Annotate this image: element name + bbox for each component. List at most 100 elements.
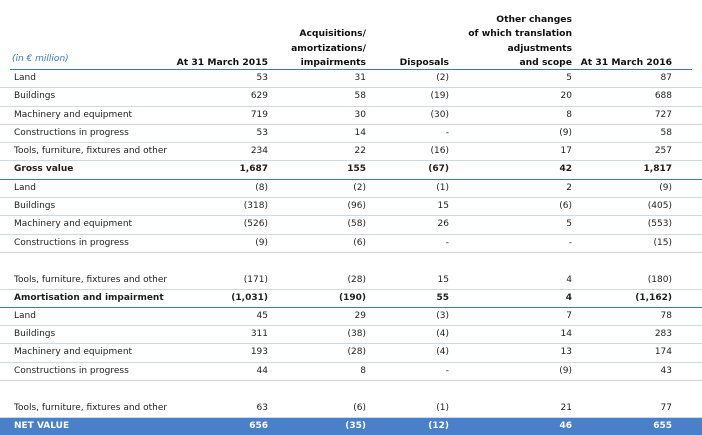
cell-value: 43: [572, 362, 672, 382]
row-label: Machinery and equipment: [0, 215, 168, 235]
cell-value: 4: [449, 252, 572, 290]
header-line: At 31 March 2016: [580, 56, 672, 68]
row-label: Land: [0, 307, 168, 327]
cell-value: 77: [572, 380, 672, 418]
cell-value: 311: [168, 325, 268, 345]
cell-value: 629: [168, 87, 268, 107]
cell-value: 44: [168, 362, 268, 382]
row-padding: [672, 70, 702, 89]
cell-value: (1,162): [572, 288, 672, 308]
cell-value: (1): [366, 380, 449, 418]
table-row: Tools, furniture, fixtures and other (171…: [0, 252, 702, 290]
cell-value: (38): [268, 325, 366, 345]
row-label: Tools, furniture, fixtures and other: [0, 252, 168, 290]
cell-value: (553): [572, 215, 672, 235]
row-label: Land: [0, 179, 168, 199]
cell-value: 257: [572, 142, 672, 162]
cell-value: 17: [449, 142, 572, 162]
cell-value: (9): [449, 124, 572, 144]
cell-value: 53: [168, 124, 268, 144]
cell-value: 22: [268, 142, 366, 162]
table-row: Machinery and equipment 193 (28) (4) 13 174: [0, 343, 702, 363]
cell-value: 719: [168, 106, 268, 125]
cell-value: (8): [168, 179, 268, 199]
cell-value: 46: [449, 417, 572, 435]
row-padding: [672, 234, 702, 253]
cell-value: 58: [572, 124, 672, 144]
row-padding: [672, 160, 702, 180]
cell-value: 155: [268, 160, 366, 180]
row-padding: [672, 215, 702, 235]
cell-value: 29: [268, 307, 366, 327]
row-label: Buildings: [0, 197, 168, 217]
cell-value: 174: [572, 343, 672, 363]
table-row: Land (8) (2) (1) 2 (9): [0, 179, 702, 199]
table-row: Constructions in progress 44 8- (9) 43: [0, 362, 702, 382]
table-row: Tools, furniture, fixtures and other 234 2…: [0, 142, 702, 162]
row-label: Amortisation and impairment: [0, 288, 168, 308]
cell-value: 2: [449, 179, 572, 199]
cell-value: (15): [572, 234, 672, 253]
cell-value: (9): [449, 362, 572, 382]
row-padding: [672, 197, 702, 217]
cell-value: (9): [572, 179, 672, 199]
row-padding: [672, 362, 702, 382]
column-header-other-changes: Other changes of which translation adjus…: [468, 13, 572, 70]
cell-value: -: [366, 124, 449, 144]
cell-value: (6): [268, 234, 366, 253]
header-line: amortizations/: [291, 42, 366, 54]
column-header-at-31-march-2015: At 31 March 2015: [177, 56, 268, 70]
cell-value: (2): [366, 70, 449, 89]
cell-value: (318): [168, 197, 268, 217]
column-header-acquisitions: Acquisitions/ amortizations/ impairments: [291, 27, 366, 70]
row-padding: [672, 343, 702, 363]
subtotal-row: Gross value 1,687 155 (67) 42 1,817: [0, 160, 702, 180]
fixed-assets-table: Land 53 31 (2) 5 87 Buildings 629 58 (19) 20 688 Mac…: [0, 70, 702, 435]
header-line: Disposals: [399, 56, 449, 68]
column-header-at-31-march-2016: At 31 March 2016: [581, 56, 672, 70]
row-padding: [672, 124, 702, 144]
table-row: Tools, furniture, fixtures and other 63 (6…: [0, 380, 702, 418]
cell-value: 15: [366, 197, 449, 217]
cell-value: (30): [366, 106, 449, 125]
row-label: Buildings: [0, 87, 168, 107]
table-row: Buildings 311 (38) (4) 14 283: [0, 325, 702, 345]
column-header-disposals: Disposals: [400, 56, 449, 70]
cell-value: 7: [449, 307, 572, 327]
cell-value: 1,687: [168, 160, 268, 180]
cell-value: (180): [572, 252, 672, 290]
row-padding: [672, 380, 702, 418]
cell-value: (16): [366, 142, 449, 162]
row-label: Machinery and equipment: [0, 343, 168, 363]
cell-value: 31: [268, 70, 366, 89]
row-padding: [672, 252, 702, 290]
cell-value: (28): [268, 252, 366, 290]
cell-value: -: [366, 362, 449, 382]
row-padding: [672, 87, 702, 107]
cell-value: 688: [572, 87, 672, 107]
row-padding: [672, 325, 702, 345]
row-label: Gross value: [0, 160, 168, 180]
table-row: Land 45 29 (3) 7 78: [0, 307, 702, 327]
header-divider: [10, 69, 692, 70]
header-line: adjustments: [507, 42, 572, 54]
cell-value: 1,817: [572, 160, 672, 180]
cell-value: 26: [366, 215, 449, 235]
cell-value: 45: [168, 307, 268, 327]
row-label: Tools, furniture, fixtures and other: [0, 142, 168, 162]
cell-value: (405): [572, 197, 672, 217]
row-label: Constructions in progress: [0, 124, 168, 144]
cell-value: (1,031): [168, 288, 268, 308]
header-line: impairments: [300, 56, 366, 68]
cell-value: 655: [572, 417, 672, 435]
table-row: Machinery and equipment (526) (58) 26 5 (553): [0, 215, 702, 235]
header-line: Acquisitions/: [299, 28, 366, 40]
unit-label: (in € million): [12, 54, 69, 64]
cell-value: 14: [268, 124, 366, 144]
row-label: Constructions in progress: [0, 362, 168, 382]
cell-value: (2): [268, 179, 366, 199]
net-value-row: NET VALUE 656 (35) (12) 46 655: [0, 417, 702, 435]
cell-value: 15: [366, 252, 449, 290]
cell-value: (12): [366, 417, 449, 435]
cell-value: 87: [572, 70, 672, 89]
